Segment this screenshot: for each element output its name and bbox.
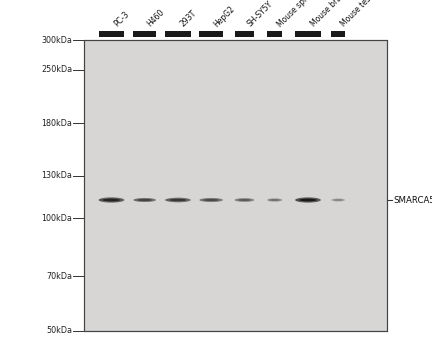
Text: 50kDa: 50kDa [46,326,72,335]
Bar [133,32,156,37]
Text: H460: H460 [146,8,166,29]
Ellipse shape [235,198,254,202]
Ellipse shape [238,199,251,201]
Ellipse shape [270,199,280,201]
Text: 180kDa: 180kDa [41,119,72,127]
Ellipse shape [267,198,282,202]
Ellipse shape [165,199,188,201]
Text: SMARCA5/SNF2H: SMARCA5/SNF2H [393,196,432,204]
Bar [235,32,254,37]
Bar [84,40,387,331]
Bar [200,32,223,37]
Ellipse shape [165,198,191,202]
Text: 100kDa: 100kDa [41,214,72,223]
Text: 250kDa: 250kDa [41,65,72,74]
Ellipse shape [295,199,318,201]
Ellipse shape [200,199,221,201]
Text: Mouse brain: Mouse brain [309,0,349,29]
Text: HepG2: HepG2 [212,4,237,29]
Ellipse shape [241,215,248,217]
Text: Mouse testis: Mouse testis [339,0,380,29]
Ellipse shape [331,198,345,202]
Bar [267,32,282,37]
Ellipse shape [334,199,343,201]
Text: SH-SY5Y: SH-SY5Y [245,0,274,29]
Text: Mouse spleen: Mouse spleen [276,0,319,29]
Text: 293T: 293T [179,9,199,29]
Ellipse shape [267,199,281,201]
Ellipse shape [103,198,120,202]
Text: PC-3: PC-3 [112,10,131,29]
Ellipse shape [200,198,223,202]
Ellipse shape [170,199,186,201]
Ellipse shape [295,197,321,203]
Ellipse shape [137,199,152,201]
Text: 300kDa: 300kDa [41,36,72,45]
Ellipse shape [98,197,124,203]
Text: 70kDa: 70kDa [46,272,72,281]
Ellipse shape [133,198,156,202]
Ellipse shape [235,199,252,201]
Bar [165,32,191,37]
Ellipse shape [98,199,122,201]
Text: 130kDa: 130kDa [41,172,72,180]
Ellipse shape [241,220,248,223]
Ellipse shape [300,198,316,202]
Ellipse shape [133,199,154,201]
Bar [331,32,345,37]
Bar [98,32,124,37]
Ellipse shape [331,199,344,201]
Ellipse shape [203,199,219,201]
Bar [295,32,321,37]
